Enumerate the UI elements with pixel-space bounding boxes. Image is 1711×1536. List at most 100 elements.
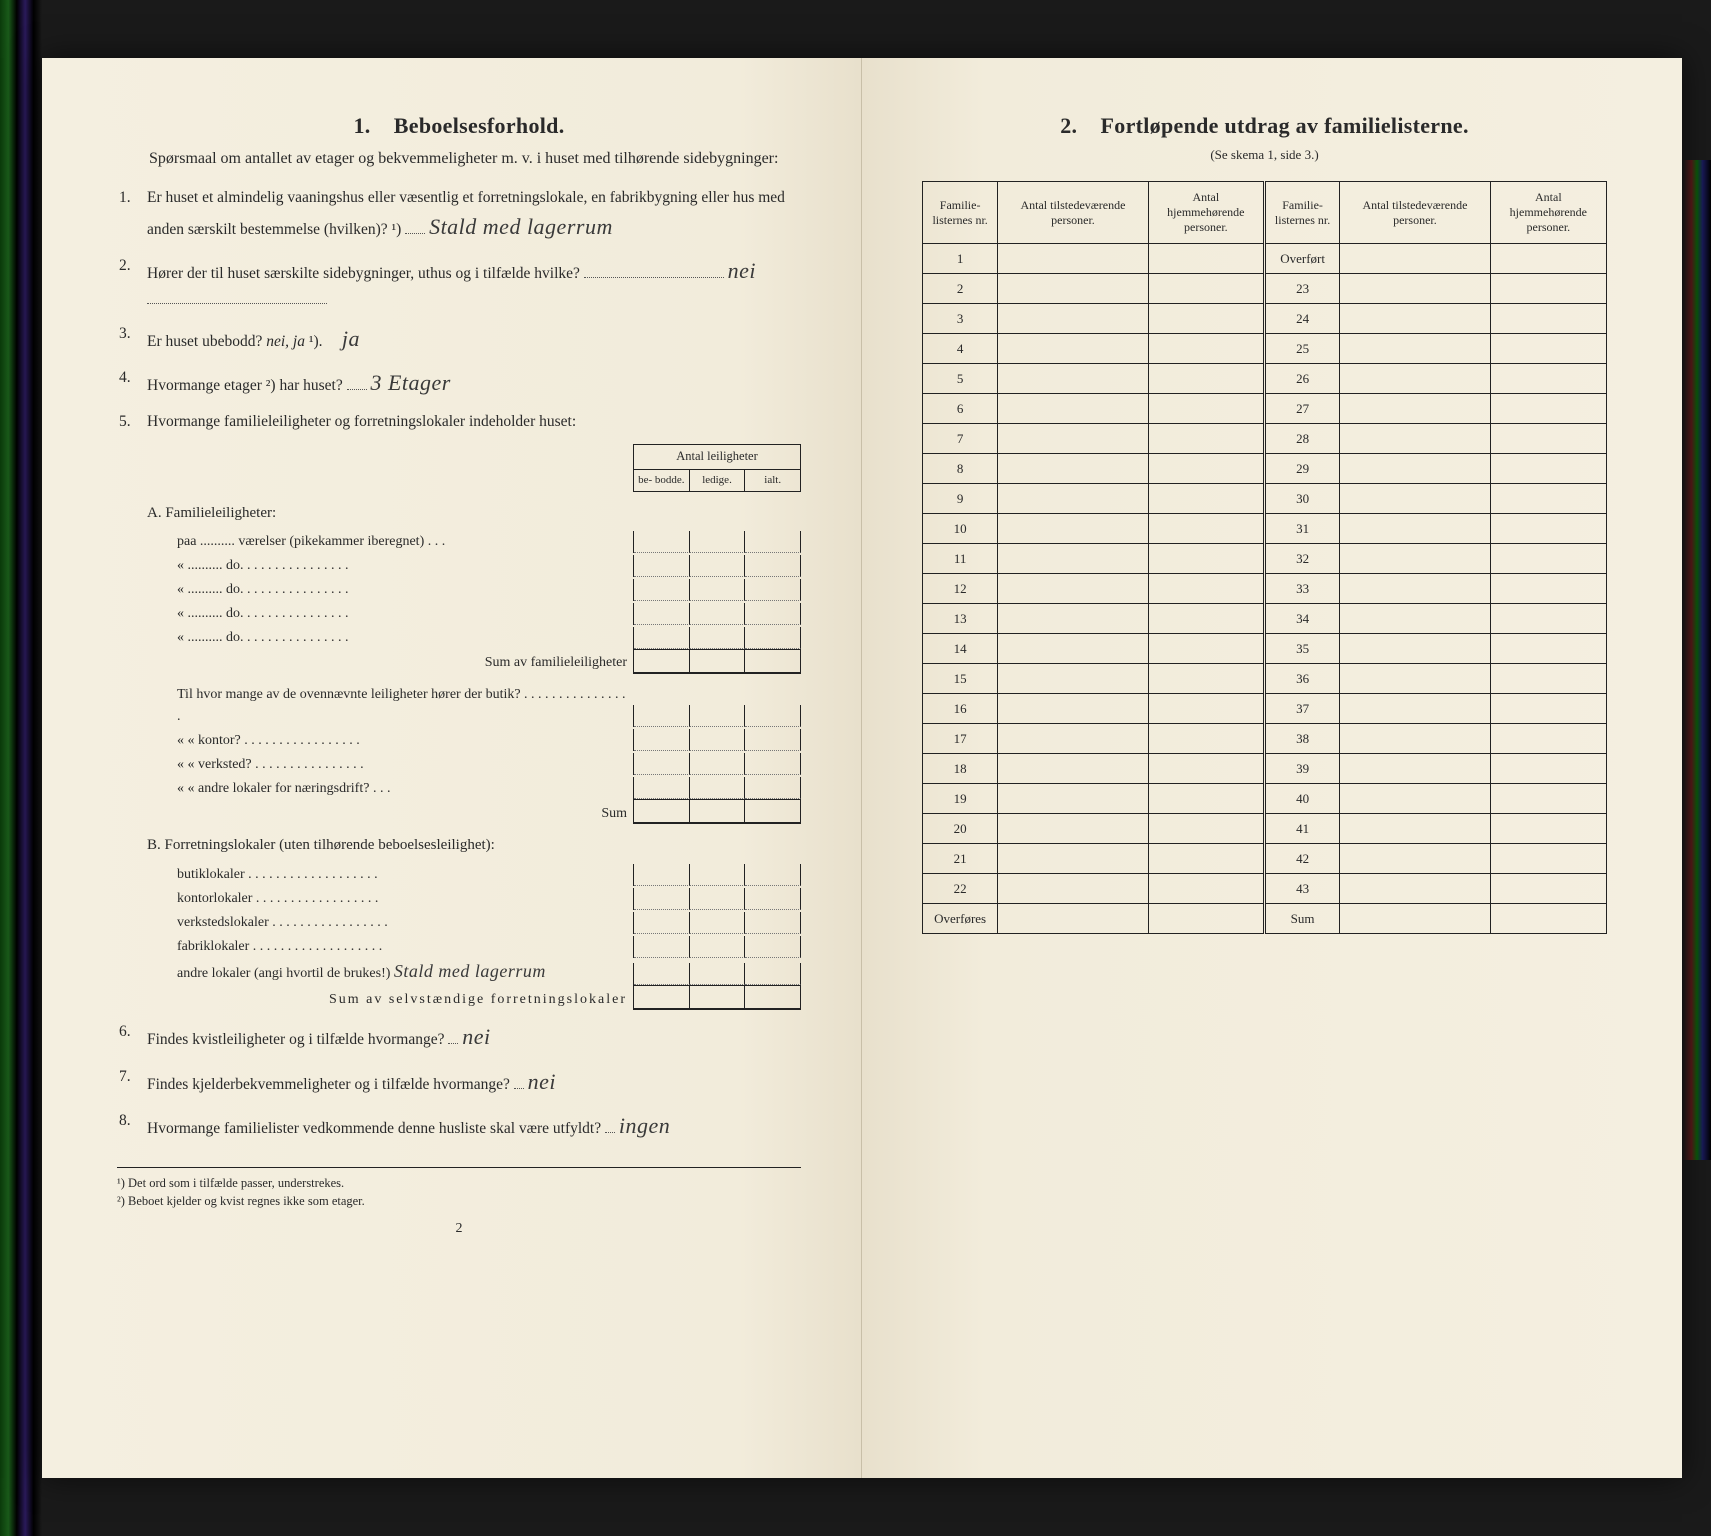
table-cell <box>1340 604 1490 634</box>
q5-header-top: Antal leiligheter <box>634 445 800 469</box>
table-cell <box>998 724 1148 754</box>
table-cell <box>1148 724 1264 754</box>
q5-B-sum: Sum av selvstændige forretningslokaler <box>177 989 633 1011</box>
table-cell: 38 <box>1264 724 1339 754</box>
q5-mid-sum: Sum <box>177 803 633 825</box>
question-1: 1. Er huset et almindelig vaaningshus el… <box>147 186 801 244</box>
table-cell <box>1148 754 1264 784</box>
q5-B-row-2: verkstedslokaler . . . . . . . . . . . .… <box>177 912 633 934</box>
q6-number: 6. <box>119 1020 131 1044</box>
table-row: 1132 <box>923 544 1607 574</box>
right-section-title: 2. Fortløpende utdrag av familielisterne… <box>922 113 1607 139</box>
q4-answer: 3 Etager <box>370 370 450 395</box>
table-cell <box>1340 784 1490 814</box>
table-cell <box>1490 394 1606 424</box>
q5-B-rows: butiklokaler . . . . . . . . . . . . . .… <box>147 862 801 1011</box>
th-col1: Familie- listernes nr. <box>923 182 998 244</box>
table-cell <box>998 454 1148 484</box>
q5-text: Hvormange familieleiligheter og forretni… <box>147 413 576 430</box>
table-cell: 20 <box>923 814 998 844</box>
q8-number: 8. <box>119 1109 131 1133</box>
q4-number: 4. <box>119 366 131 390</box>
table-cell: 8 <box>923 454 998 484</box>
table-cell <box>998 274 1148 304</box>
table-cell: 15 <box>923 664 998 694</box>
table-row: 1435 <box>923 634 1607 664</box>
q5-mid-rows: Til hvor mange av de ovennævnte leilighe… <box>147 684 801 824</box>
table-cell <box>1148 694 1264 724</box>
table-cell <box>998 694 1148 724</box>
table-row: 21 42 <box>923 844 1607 874</box>
table-cell <box>998 844 1148 874</box>
table-cell <box>1490 364 1606 394</box>
q1-noteref: ¹) <box>392 221 402 238</box>
table-cell: 28 <box>1264 424 1339 454</box>
q5-A-rows: paa .......... værelser (pikekammer iber… <box>147 529 801 674</box>
section-number: 1. <box>353 113 370 138</box>
q1-answer: Stald med lagerrum <box>429 214 613 239</box>
footnote-2: ²) Beboet kjelder og kvist regnes ikke s… <box>117 1192 801 1211</box>
q7-answer: nei <box>528 1069 556 1094</box>
table-cell <box>1340 514 1490 544</box>
q8-answer: ingen <box>619 1113 670 1138</box>
table-cell <box>998 904 1148 934</box>
table-row: 1Overført <box>923 244 1607 274</box>
table-cell <box>1148 814 1264 844</box>
table-cell <box>998 574 1148 604</box>
table-cell <box>1490 334 1606 364</box>
table-body: 1Overført2233244255266277288299301031113… <box>923 244 1607 934</box>
table-cell: 42 <box>1264 844 1339 874</box>
left-section-title: 1. Beboelsesforhold. <box>117 113 801 139</box>
table-row: 526 <box>923 364 1607 394</box>
question-4: 4. Hvormange etager ²) har huset? 3 Etag… <box>147 366 801 400</box>
table-cell <box>1490 634 1606 664</box>
table-cell: 5 <box>923 364 998 394</box>
table-cell <box>1490 754 1606 784</box>
table-cell <box>998 364 1148 394</box>
table-cell <box>1490 874 1606 904</box>
table-cell <box>1340 724 1490 754</box>
table-cell: 43 <box>1264 874 1339 904</box>
page-number: 2 <box>117 1221 801 1237</box>
scanner-artifact-right <box>1683 160 1711 1160</box>
table-cell: 21 <box>923 844 998 874</box>
table-cell <box>1148 274 1264 304</box>
table-cell <box>1340 334 1490 364</box>
table-cell: 30 <box>1264 484 1339 514</box>
q5-B-row-3: fabriklokaler . . . . . . . . . . . . . … <box>177 936 633 958</box>
q5-A-row-4: « .......... do. . . . . . . . . . . . .… <box>177 627 633 649</box>
table-cell <box>1490 604 1606 634</box>
table-cell <box>1490 904 1606 934</box>
question-5: 5. Hvormange familieleiligheter og forre… <box>147 410 801 1010</box>
table-cell <box>1490 814 1606 844</box>
q5-mid-row-1: « « kontor? . . . . . . . . . . . . . . … <box>177 730 633 752</box>
q5-mid-row-0: Til hvor mange av de ovennævnte leilighe… <box>177 684 633 727</box>
table-cell <box>1340 394 1490 424</box>
table-cell <box>1340 874 1490 904</box>
table-cell: 19 <box>923 784 998 814</box>
table-cell: 29 <box>1264 454 1339 484</box>
q3-text-a: Er huset ubebodd? <box>147 333 262 350</box>
table-cell: 37 <box>1264 694 1339 724</box>
familie-table: Familie- listernes nr. Antal tilstedevær… <box>922 181 1607 934</box>
table-cell: 25 <box>1264 334 1339 364</box>
table-cell <box>998 544 1148 574</box>
table-row: 425 <box>923 334 1607 364</box>
table-cell <box>1490 454 1606 484</box>
table-cell: Overføres <box>923 904 998 934</box>
table-cell <box>998 604 1148 634</box>
q1-number: 1. <box>119 186 131 210</box>
table-cell <box>1148 514 1264 544</box>
table-cell <box>998 634 1148 664</box>
table-cell <box>1148 664 1264 694</box>
q5-A-row-0: paa .......... værelser (pikekammer iber… <box>177 531 633 553</box>
th-col4: Familie- listernes nr. <box>1264 182 1339 244</box>
q3-text-b: nei, ja <box>266 333 305 350</box>
table-cell <box>1490 484 1606 514</box>
table-cell <box>998 244 1148 274</box>
q5-B-row-0: butiklokaler . . . . . . . . . . . . . .… <box>177 864 633 886</box>
table-cell: 39 <box>1264 754 1339 784</box>
table-cell <box>1340 634 1490 664</box>
q5-mid-row-2: « « verksted? . . . . . . . . . . . . . … <box>177 754 633 776</box>
q5-hcol-2: ledige. <box>690 470 746 491</box>
